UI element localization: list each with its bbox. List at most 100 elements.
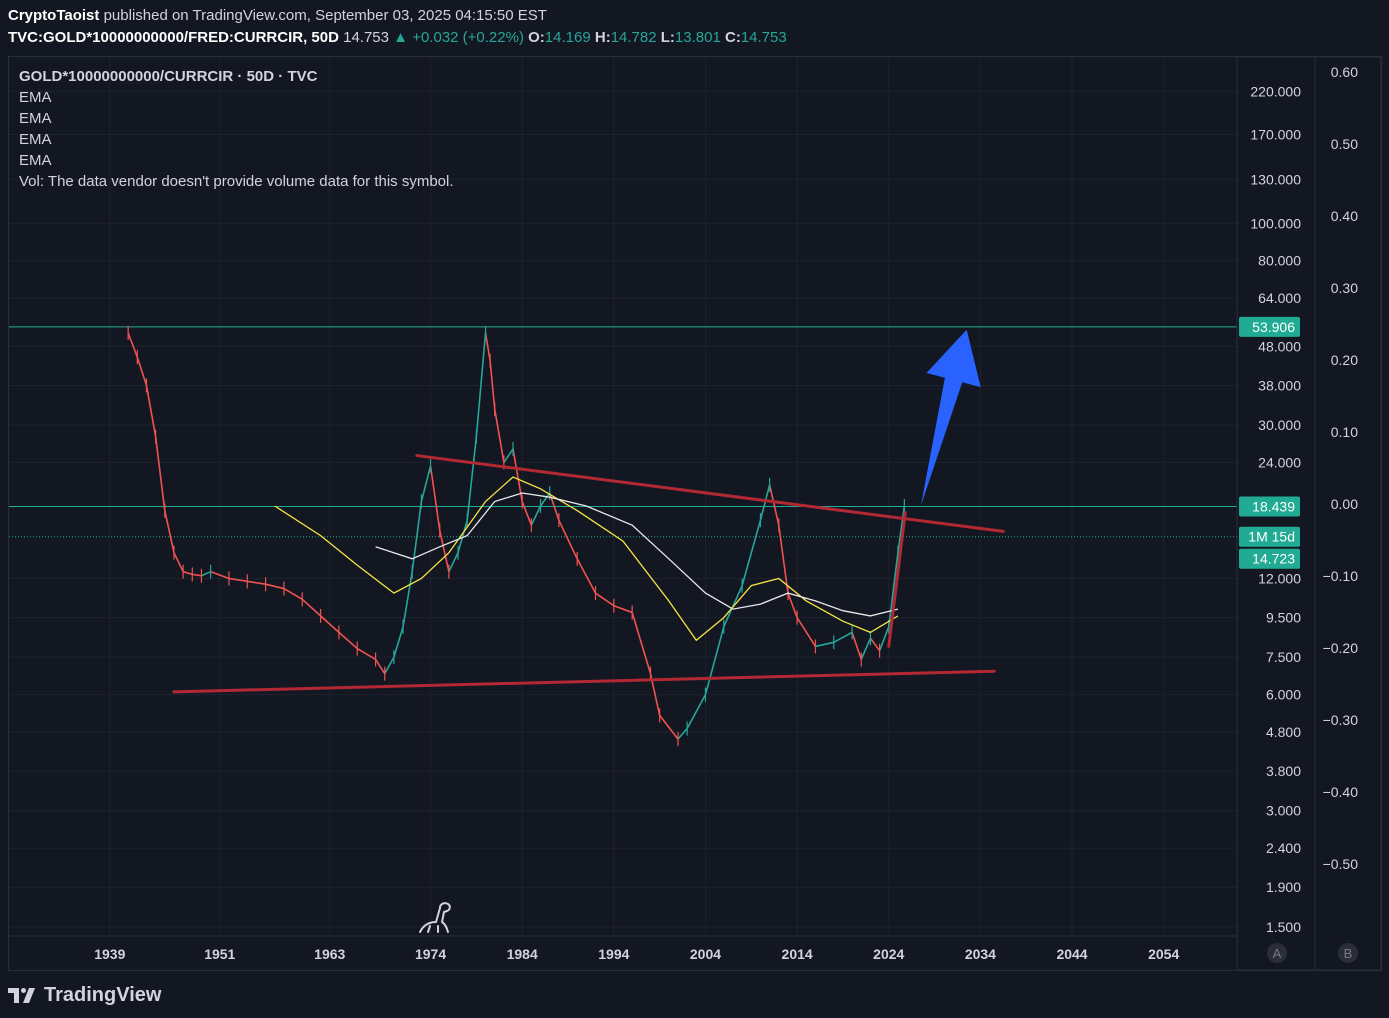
close-value: 14.753	[740, 29, 787, 46]
trendline[interactable]	[172, 669, 996, 694]
price-segment	[759, 484, 771, 521]
price-segment	[475, 332, 487, 437]
price-segment	[539, 492, 551, 507]
price-segment	[869, 637, 881, 652]
price-tick-label: 48.000	[1258, 338, 1301, 354]
price-segment	[595, 592, 615, 607]
author-name[interactable]: CryptoTaoist	[8, 7, 100, 24]
published-text: published on TradingView.com, September …	[103, 7, 547, 24]
price-segment	[777, 525, 789, 594]
price-label-text: 18.439	[1252, 499, 1295, 515]
chart-legend: GOLD*10000000000/CURRCIR · 50D · TVC EMA…	[19, 66, 454, 192]
time-tick-label: 1963	[314, 946, 345, 962]
price-segment	[466, 436, 478, 521]
price-segment	[512, 448, 523, 502]
time-tick-label: 1994	[598, 946, 629, 962]
price-segment	[173, 552, 184, 573]
price-segment	[210, 570, 230, 580]
time-tick-label: 1951	[204, 946, 235, 962]
price-segment	[338, 631, 358, 650]
price-segment	[521, 501, 533, 526]
price-segment	[484, 332, 491, 362]
symbol-name[interactable]: TVC:GOLD*10000000000/FRED:CURRCIR, 50D	[8, 29, 339, 46]
price-label[interactable]: 18.439	[1239, 496, 1300, 517]
arrow-shape[interactable]	[920, 329, 981, 506]
secondary-tick-label: −0.50	[1323, 856, 1359, 872]
price-segment	[787, 592, 798, 618]
open-value: 14.169	[544, 29, 591, 46]
last-price: 14.753	[343, 29, 389, 46]
time-tick-label: 2034	[965, 946, 996, 962]
price-segment	[851, 632, 863, 660]
high-label: H:	[594, 29, 611, 46]
price-segment	[374, 659, 386, 675]
price-segment	[429, 465, 441, 531]
trendline[interactable]	[415, 454, 1005, 533]
ema-yellow-line	[274, 476, 899, 642]
legend-ema-1[interactable]: EMA	[19, 89, 52, 106]
time-tick-label: 2014	[782, 946, 813, 962]
price-tick-label: 4.800	[1266, 724, 1301, 740]
price-label[interactable]: 14.723	[1239, 548, 1300, 569]
secondary-tick-label: −0.30	[1323, 712, 1359, 728]
price-segment	[164, 510, 175, 553]
scale-button-bg	[1338, 943, 1358, 963]
price-segment	[686, 694, 707, 729]
price-label-bg	[1239, 548, 1300, 569]
publish-line: CryptoTaoist published on TradingView.co…	[8, 6, 547, 26]
secondary-tick-label: −0.40	[1323, 784, 1359, 800]
legend-ema-2[interactable]: EMA	[19, 110, 52, 127]
time-tick-label: 2004	[690, 946, 721, 962]
secondary-tick-label: 0.50	[1331, 136, 1358, 152]
price-change: +0.032 (+0.22%)	[412, 29, 524, 46]
price-segment	[201, 570, 211, 577]
price-segment	[393, 626, 404, 658]
price-segment	[860, 637, 872, 660]
trendline[interactable]	[887, 510, 907, 648]
price-tick-label: 7.500	[1266, 649, 1301, 665]
price-label-bg	[1239, 316, 1300, 337]
price-label-text: 14.723	[1252, 551, 1295, 567]
price-segment	[631, 612, 652, 674]
price-segment	[897, 505, 906, 553]
secondary-axis[interactable]	[1314, 56, 1382, 971]
price-segment	[878, 626, 890, 651]
tradingview-brand[interactable]: TradingView	[44, 983, 162, 1006]
legend-ema-4[interactable]: EMA	[19, 152, 52, 169]
price-segment	[503, 448, 514, 463]
scale-button-label: A	[1273, 946, 1282, 961]
legend-vol-note[interactable]: Vol: The data vendor doesn't provide vol…	[19, 173, 454, 190]
price-segment	[356, 647, 376, 661]
price-tick-label: 12.000	[1258, 571, 1301, 587]
price-segment	[796, 617, 817, 647]
price-segment	[576, 558, 597, 594]
legend-title[interactable]: GOLD*10000000000/CURRCIR · 50D · TVC	[19, 68, 318, 85]
secondary-tick-label: 0.10	[1331, 424, 1358, 440]
secondary-tick-label: −0.10	[1323, 568, 1359, 584]
low-label: L:	[660, 29, 675, 46]
scale-button-label: B	[1344, 946, 1353, 961]
price-segment	[833, 631, 853, 643]
price-tick-label: 3.800	[1266, 763, 1301, 779]
price-tick-label: 220.000	[1250, 83, 1301, 99]
price-segment	[613, 604, 633, 614]
price-tick-label: 130.000	[1250, 171, 1301, 187]
price-tick-label: 30.000	[1258, 417, 1301, 433]
price-label[interactable]: 53.906	[1239, 316, 1300, 337]
scale-button-a[interactable]: A	[1267, 943, 1287, 963]
price-segment	[283, 587, 303, 600]
price-tick-label: 1.900	[1266, 879, 1301, 895]
price-segment	[659, 714, 679, 740]
close-label: C:	[724, 29, 741, 46]
price-segment	[677, 728, 688, 740]
price-segment	[154, 436, 166, 511]
price-segment	[228, 577, 248, 583]
secondary-tick-label: 0.20	[1331, 352, 1358, 368]
time-tick-label: 1939	[94, 946, 125, 962]
legend-ema-3[interactable]: EMA	[19, 131, 52, 148]
scale-button-b[interactable]: B	[1338, 943, 1358, 963]
ema-white-line	[375, 492, 899, 617]
price-segment	[247, 580, 266, 585]
price-label[interactable]: 1M 15d	[1239, 526, 1300, 547]
